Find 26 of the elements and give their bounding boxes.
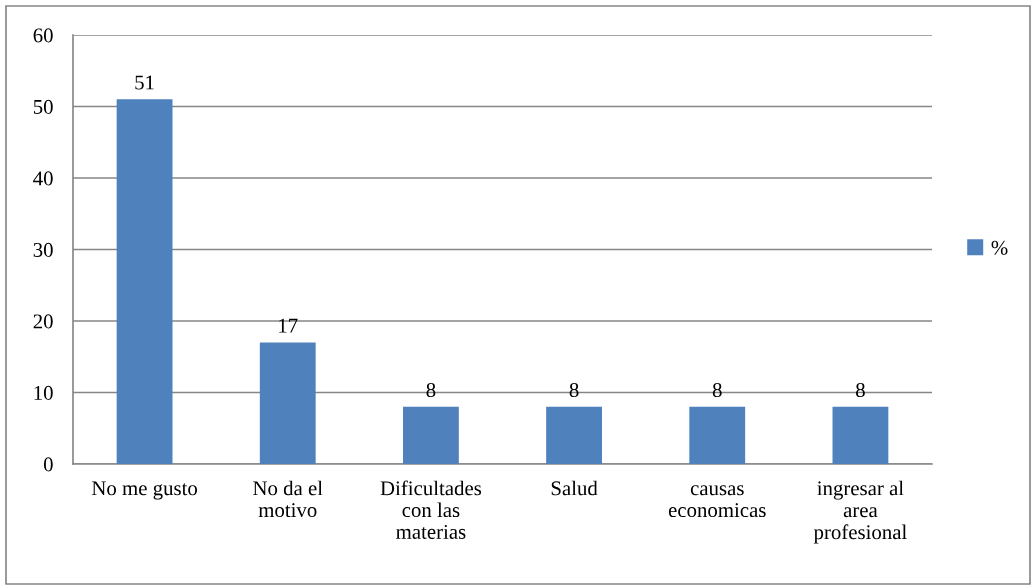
x-tick-label: ingresar al area profesional [813, 480, 907, 544]
data-label: 51 [135, 75, 154, 90]
y-tick-label: 0 [43, 457, 53, 472]
bar [546, 406, 602, 464]
y-tick-label: 60 [33, 28, 53, 43]
bar [259, 342, 316, 464]
y-tick-label: 50 [33, 99, 53, 114]
legend-label: % [991, 240, 1008, 255]
y-tick-label: 30 [33, 242, 53, 257]
x-tick-label: No me gusto [91, 481, 198, 500]
data-label: 8 [712, 382, 722, 398]
bar [689, 406, 746, 464]
y-tick-label: 20 [33, 314, 53, 329]
x-tick-label: No da el motivo [253, 480, 323, 518]
data-label: 8 [856, 382, 865, 398]
x-tick-label: causas economicas [668, 485, 766, 518]
x-tick-label: Dificultades con las materias [380, 480, 482, 539]
bar [832, 406, 889, 464]
x-tick-label: Salud [551, 480, 598, 496]
y-tick-label: 10 [34, 385, 53, 400]
data-label: 8 [569, 382, 579, 398]
bar [403, 406, 459, 464]
y-tick-label: 40 [33, 171, 53, 186]
data-label: 8 [426, 382, 436, 398]
bar [116, 99, 173, 464]
data-label: 17 [279, 318, 298, 333]
